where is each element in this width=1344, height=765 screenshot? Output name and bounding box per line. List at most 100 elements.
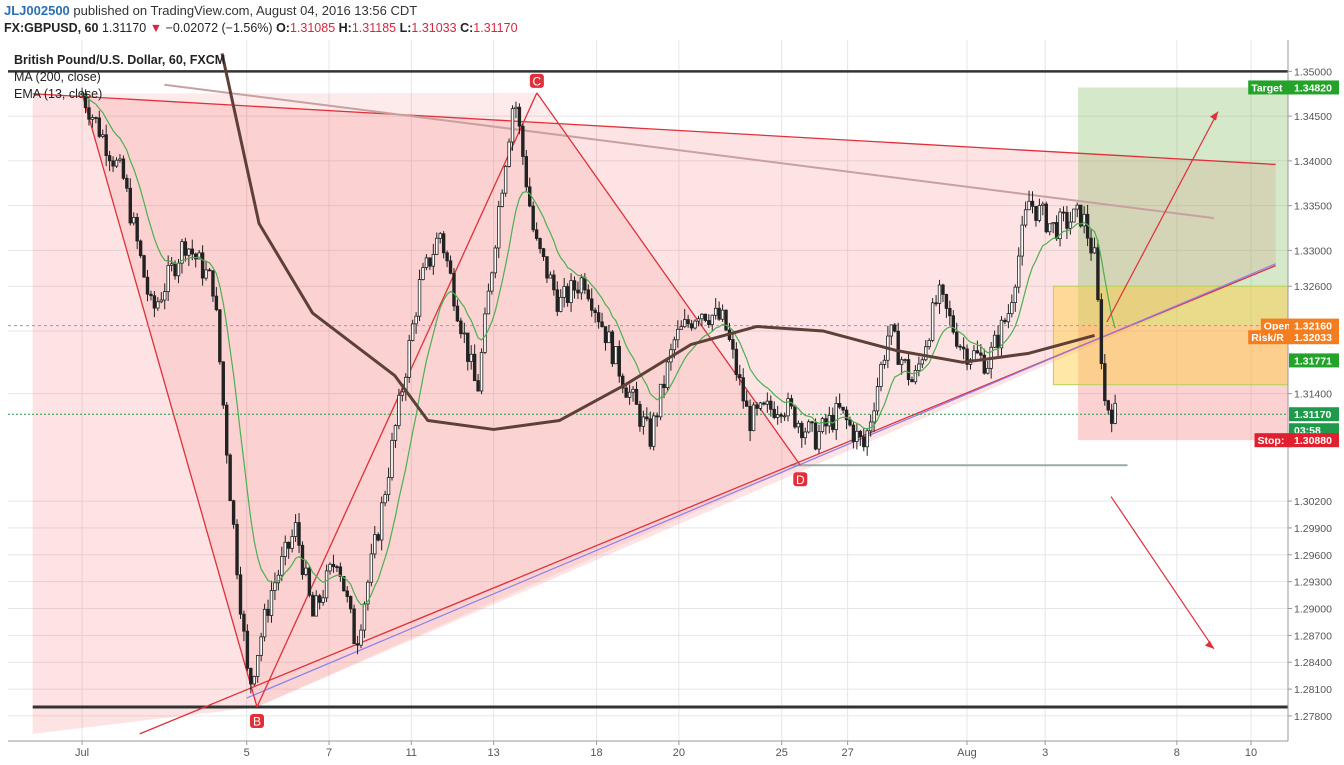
ticker-high: 1.31185: [351, 21, 397, 35]
ticker-symbol[interactable]: FX:GBPUSD, 60: [4, 21, 99, 35]
candle: [1013, 286, 1017, 303]
candle: [951, 315, 955, 333]
candle: [720, 309, 725, 320]
candle: [428, 257, 432, 267]
candle: [507, 141, 511, 167]
candle: [410, 323, 415, 341]
price-tag-value: 1.31771: [1294, 355, 1332, 367]
time-tick-label: 5: [244, 747, 250, 759]
candle: [538, 238, 542, 250]
candle: [820, 418, 825, 432]
candle: [503, 166, 508, 194]
candle: [1058, 211, 1062, 240]
price-tag-value: 1.32160: [1294, 321, 1332, 333]
candle: [524, 156, 528, 188]
candle: [145, 276, 150, 295]
time-tick-label: 7: [326, 747, 332, 759]
candle: [286, 541, 291, 549]
price-tick-label: 1.34000: [1294, 156, 1332, 168]
candle: [342, 576, 346, 592]
candle: [865, 430, 869, 448]
candle: [235, 523, 239, 576]
publisher-name[interactable]: JLJ002500: [4, 3, 70, 18]
candle: [314, 595, 318, 617]
candle: [944, 294, 949, 309]
candle: [652, 415, 656, 447]
candle: [741, 377, 745, 402]
candle: [256, 655, 260, 677]
price-tag-value: 1.34820: [1294, 82, 1332, 94]
candle: [992, 334, 997, 348]
candle: [744, 400, 749, 407]
candle: [469, 353, 473, 362]
candle: [238, 574, 243, 615]
candle: [803, 431, 807, 439]
price-tick-label: 1.29900: [1294, 523, 1332, 535]
candle: [135, 216, 139, 242]
candle: [817, 431, 821, 450]
price-tag-bg: [1289, 407, 1339, 422]
candle: [510, 108, 515, 143]
candle: [1051, 222, 1055, 225]
pattern-leg: [81, 93, 258, 708]
candle: [717, 307, 721, 320]
candle: [493, 247, 498, 274]
candle: [1092, 247, 1097, 254]
candle: [972, 350, 976, 361]
candle: [1072, 208, 1076, 223]
candle: [624, 387, 628, 398]
pattern-point-d-label: D: [796, 473, 805, 487]
candle: [249, 667, 253, 685]
candle: [834, 403, 838, 430]
candles: [80, 87, 1117, 694]
candle: [283, 541, 287, 557]
price-tick-label: 1.32600: [1294, 281, 1332, 293]
candle: [1099, 299, 1104, 364]
candle: [352, 608, 356, 645]
candle: [438, 233, 442, 239]
candle: [383, 494, 387, 504]
candle: [118, 158, 122, 161]
time-tick-label: 18: [590, 747, 602, 759]
candle: [645, 416, 649, 420]
publisher-line: JLJ002500 published on TradingView.com, …: [4, 3, 417, 18]
candle: [125, 177, 129, 189]
candle: [200, 252, 205, 279]
ema-13-line: [81, 93, 1116, 606]
candle: [386, 477, 391, 496]
candle: [548, 274, 553, 279]
series-title[interactable]: British Pound/U.S. Dollar, 60, FXCM: [14, 53, 226, 67]
ema-13-legend[interactable]: EMA (13, close): [14, 87, 103, 101]
candle: [748, 405, 752, 432]
candle: [707, 320, 711, 325]
candle: [958, 345, 962, 348]
candle: [311, 594, 315, 617]
candle: [806, 421, 811, 433]
price-tag-value: 1.31170: [1294, 409, 1332, 421]
candle: [937, 284, 942, 304]
candle: [569, 280, 573, 303]
candle: [851, 424, 856, 442]
candle: [152, 295, 157, 309]
ma-200-legend[interactable]: MA (200, close): [14, 70, 101, 84]
time-tick-label: 3: [1042, 747, 1048, 759]
candle: [769, 400, 773, 410]
candle: [245, 630, 250, 669]
candle: [927, 340, 931, 348]
candle: [345, 590, 349, 597]
candle: [920, 359, 925, 365]
candle: [379, 502, 384, 541]
candle: [534, 229, 539, 239]
ticker-bar: FX:GBPUSD, 60 1.31170 ▼ −0.02072 (−1.56%…: [4, 21, 518, 35]
price-tick-label: 1.30200: [1294, 496, 1332, 508]
candle: [562, 286, 566, 298]
candle: [903, 359, 907, 361]
candle: [762, 402, 766, 405]
candle: [1037, 205, 1042, 221]
candle: [159, 299, 163, 303]
time-tick-label: 11: [406, 747, 417, 759]
candle: [775, 414, 780, 418]
grid-lines: [8, 40, 1288, 741]
